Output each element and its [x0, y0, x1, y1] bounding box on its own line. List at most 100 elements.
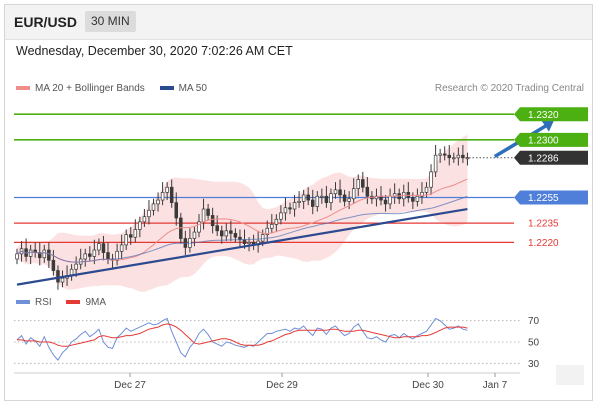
candle-body	[169, 186, 174, 203]
trendline	[16, 207, 468, 286]
candle-body	[197, 221, 201, 233]
candle-body	[224, 230, 229, 237]
candle-body	[420, 192, 424, 197]
candle-body	[201, 208, 206, 223]
chart-header: EUR/USD 30 MIN	[5, 5, 592, 40]
price-tag-support_blue: 1.2255	[514, 190, 588, 205]
candle-body	[56, 270, 60, 283]
candle-body	[265, 227, 270, 236]
candle-body	[270, 224, 274, 229]
candle-body	[101, 243, 106, 253]
candle-body	[356, 179, 361, 189]
overlay-layer	[16, 119, 554, 286]
candle-body	[28, 249, 33, 257]
candle-body	[383, 199, 388, 205]
candle-body	[142, 216, 147, 223]
candle-body	[156, 199, 160, 205]
candle-body	[106, 252, 110, 260]
x-tick-label: Dec 30	[412, 380, 444, 391]
candle-body	[324, 195, 329, 203]
candle-body	[37, 252, 42, 259]
candle-body	[97, 243, 101, 251]
price-tags-layer: 1.2320 1.2300 1.2286 1.2255 1.2235 1.2220	[514, 107, 588, 249]
price-tag-box	[514, 190, 588, 205]
interval-button[interactable]: 30 MIN	[85, 11, 136, 32]
legend-ma50: MA 50	[159, 83, 207, 94]
price-tag-label: 1.2255	[528, 193, 559, 204]
candle-body	[133, 229, 138, 238]
legend-ma20-label: MA 20 + Bollinger Bands	[35, 83, 145, 94]
candle-body	[229, 230, 233, 234]
candle-body	[220, 230, 224, 237]
candle-body	[83, 253, 87, 260]
candle-body	[274, 218, 279, 225]
legend-rsi-ma: 9MA	[66, 297, 106, 308]
indicator-legend: MA 20 + Bollinger Bands MA 50	[16, 83, 219, 94]
legend-ma50-label: MA 50	[178, 83, 207, 94]
x-tick-label: Jan 7	[483, 380, 508, 391]
candle-body	[320, 195, 324, 198]
rsi-tick-label: 70	[528, 316, 540, 327]
price-tag-box	[514, 150, 588, 165]
candle-body	[233, 233, 238, 238]
candle-body	[279, 212, 283, 220]
price-tag-support_red: 1.2220	[528, 238, 559, 249]
candle-body	[129, 234, 133, 238]
candle-body	[315, 195, 320, 207]
rsi-line	[16, 317, 468, 361]
candle-body	[338, 189, 342, 196]
candle-body	[288, 207, 292, 210]
candle-body	[329, 193, 333, 203]
candle-body	[283, 207, 288, 214]
ma20-swatch-icon	[16, 86, 30, 91]
research-credit: Research © 2020 Trading Central	[434, 83, 584, 94]
chart-widget: EUR/USD 30 MIN Wednesday, December 30, 2…	[4, 4, 593, 401]
price-tag-box	[514, 107, 588, 122]
rsi-tick-label: 30	[528, 359, 540, 370]
candle-body	[119, 244, 124, 252]
price-tag-resistance: 1.2300	[514, 132, 588, 147]
candle-body	[151, 203, 156, 211]
candle-body	[160, 192, 165, 201]
rsi-swatch-icon	[16, 300, 30, 305]
price-tag-label: 1.2320	[528, 110, 559, 121]
price-tag-resistance: 1.2320	[514, 107, 588, 122]
forecast-arrow-head-icon	[540, 119, 554, 132]
candle-body	[292, 202, 297, 210]
candle-body	[297, 200, 301, 203]
ma50-line	[16, 195, 468, 263]
rsi-legend: RSI 9MA	[16, 297, 118, 308]
x-axis: Dec 27 Dec 29 Dec 30 Jan 7	[14, 365, 584, 391]
candle-body	[206, 208, 210, 216]
candle-body	[88, 253, 92, 257]
price-tag-current: 1.2286	[514, 150, 588, 165]
scroll-corner	[556, 365, 584, 385]
candle-body	[242, 239, 247, 244]
candle-body	[192, 231, 197, 239]
candle-body	[452, 157, 456, 160]
candle-body	[15, 253, 19, 260]
candle-body	[361, 179, 365, 188]
rsi-panel: 70 50 30	[14, 316, 540, 370]
legend-rsi-label: RSI	[35, 297, 52, 308]
candle-body	[411, 197, 415, 202]
candle-body	[311, 199, 315, 207]
candle-body	[260, 234, 265, 242]
chart-datetime: Wednesday, December 30, 2020 7:02:26 AM …	[16, 44, 293, 58]
candle-body	[210, 215, 215, 227]
legend-rsi: RSI	[16, 297, 52, 308]
ma50-swatch-icon	[159, 86, 174, 91]
symbol-label: EUR/USD	[14, 14, 78, 30]
candle-body	[333, 189, 338, 195]
candle-body	[215, 225, 219, 232]
candle-body	[124, 234, 128, 246]
candle-body	[461, 154, 465, 159]
candle-body	[47, 249, 51, 261]
price-tag-box	[514, 132, 588, 147]
candle-body	[42, 249, 47, 259]
candle-body	[138, 221, 142, 230]
price-tag-label: 1.2300	[528, 135, 559, 146]
candle-body	[347, 198, 351, 202]
price-tag-label: 1.2286	[528, 153, 559, 164]
